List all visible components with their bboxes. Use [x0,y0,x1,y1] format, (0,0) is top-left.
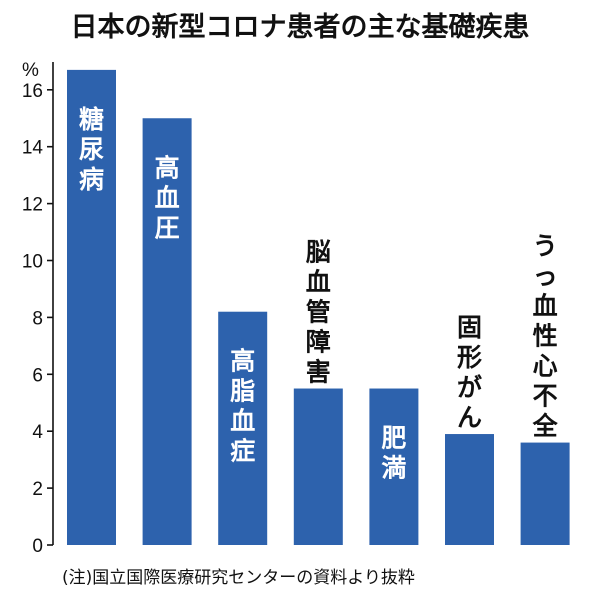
bar [218,311,268,545]
category-label: 高血圧 [155,153,180,242]
y-tick-label: 6 [32,365,43,386]
y-tick-label: 16 [22,81,43,102]
y-axis: 0 2 4 6 8 10 12 14 16 [22,62,54,557]
y-tick-label: 0 [32,536,43,557]
bar [520,442,570,545]
category-label: 肥満 [381,424,406,483]
category-label: 固形がん [457,313,482,432]
category-label: 高脂血症 [230,347,255,466]
bar [369,388,419,545]
category-labels: 糖尿病高血圧高脂血症 脳血管障害肥満 固形がん うっ血性心不全 [79,105,559,483]
chart-title: 日本の新型コロナ患者の主な基礎疾患 [71,11,530,43]
bar [142,118,192,545]
source-note: (注)国立国際医療研究センターの資料より抜粋 [62,568,415,588]
y-tick-label: 12 [22,195,43,216]
bar [445,434,494,545]
y-tick-label: 4 [32,422,43,443]
y-tick-label: 8 [32,308,43,329]
category-label: うっ血性心不全 [532,232,559,441]
category-label: 脳血管障害 [306,238,331,387]
bars [67,69,570,545]
y-tick-label: 14 [22,138,44,159]
y-tick-label: 2 [32,479,43,500]
bar [67,69,116,545]
bar [293,388,343,545]
y-tick-label: 10 [22,252,43,273]
category-label: 糖尿病 [79,105,104,194]
y-axis-unit: % [22,60,39,81]
